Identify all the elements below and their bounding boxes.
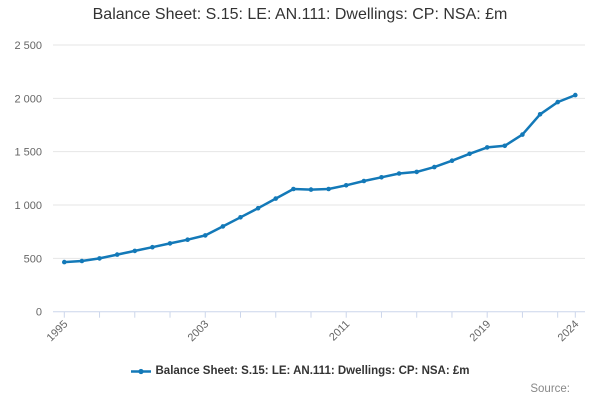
series-point-marker[interactable] — [484, 145, 490, 150]
x-axis-tick-label: 2024 — [556, 318, 582, 344]
series-point-marker[interactable] — [432, 164, 437, 170]
x-axis-tick-label: 2011 — [327, 318, 352, 343]
series-point-marker[interactable] — [573, 92, 578, 98]
y-axis-tick-label: 500 — [24, 253, 42, 265]
legend: Balance Sheet: S.15: LE: AN.111: Dwellin… — [0, 365, 600, 377]
y-axis-tick-label: 2 000 — [14, 93, 42, 105]
x-axis-ticks — [63, 311, 576, 318]
series-point-marker[interactable] — [185, 237, 190, 242]
series-point-marker[interactable] — [449, 158, 455, 163]
series-point-marker[interactable] — [308, 187, 314, 192]
y-axis-tick-label: 2 500 — [14, 40, 42, 52]
series-point-marker[interactable] — [220, 224, 226, 229]
series-point-marker[interactable] — [150, 244, 155, 250]
x-axis-tick-label: 1995 — [45, 318, 71, 344]
series-point-marker[interactable] — [326, 186, 331, 192]
x-axis-labels: 1995 2003 2011 2019 2024 — [45, 318, 582, 344]
series-point-marker[interactable] — [79, 258, 85, 264]
y-axis-tick-label: 1 500 — [14, 147, 42, 159]
series-point-marker[interactable] — [520, 132, 525, 137]
chart-title: Balance Sheet: S.15: LE: AN.111: Dwellin… — [92, 6, 508, 23]
series-point-marker[interactable] — [255, 205, 261, 211]
series-point-marker[interactable] — [343, 183, 349, 188]
y-axis-tick-label: 0 — [36, 307, 42, 319]
y-axis-tick-label: 1 000 — [14, 200, 42, 212]
series-point-marker[interactable] — [238, 215, 243, 220]
series-point-marker[interactable] — [62, 259, 67, 265]
series-markers[interactable] — [62, 92, 578, 265]
series-point-marker[interactable] — [132, 248, 138, 254]
series-point-marker[interactable] — [396, 171, 402, 176]
series-point-marker[interactable] — [167, 241, 173, 246]
series-point-marker[interactable] — [537, 112, 543, 117]
legend-line-marker-icon — [130, 368, 151, 374]
series-point-marker[interactable] — [291, 186, 296, 192]
y-gridlines — [53, 44, 585, 259]
series-point-marker[interactable] — [555, 99, 560, 105]
series-point-marker[interactable] — [273, 196, 279, 201]
series-point-marker[interactable] — [379, 175, 384, 180]
series-point-marker[interactable] — [502, 143, 508, 149]
legend-label: Balance Sheet: S.15: LE: AN.111: Dwellin… — [155, 365, 470, 377]
series-point-marker[interactable] — [114, 252, 120, 257]
series-point-marker[interactable] — [467, 151, 472, 157]
series-point-marker[interactable] — [414, 169, 420, 175]
x-axis-tick-label: 2019 — [468, 318, 494, 344]
series-point-marker[interactable] — [97, 256, 102, 261]
series-point-marker[interactable] — [203, 233, 208, 238]
y-axis-labels: 0 500 1 000 1 500 2 000 2 500 — [14, 40, 42, 319]
source-label: Source: — [530, 383, 570, 395]
legend-item[interactable]: Balance Sheet: S.15: LE: AN.111: Dwellin… — [130, 365, 470, 377]
x-axis-tick-label: 2003 — [186, 318, 212, 344]
series-line[interactable] — [63, 93, 577, 264]
series-point-marker[interactable] — [361, 178, 367, 184]
